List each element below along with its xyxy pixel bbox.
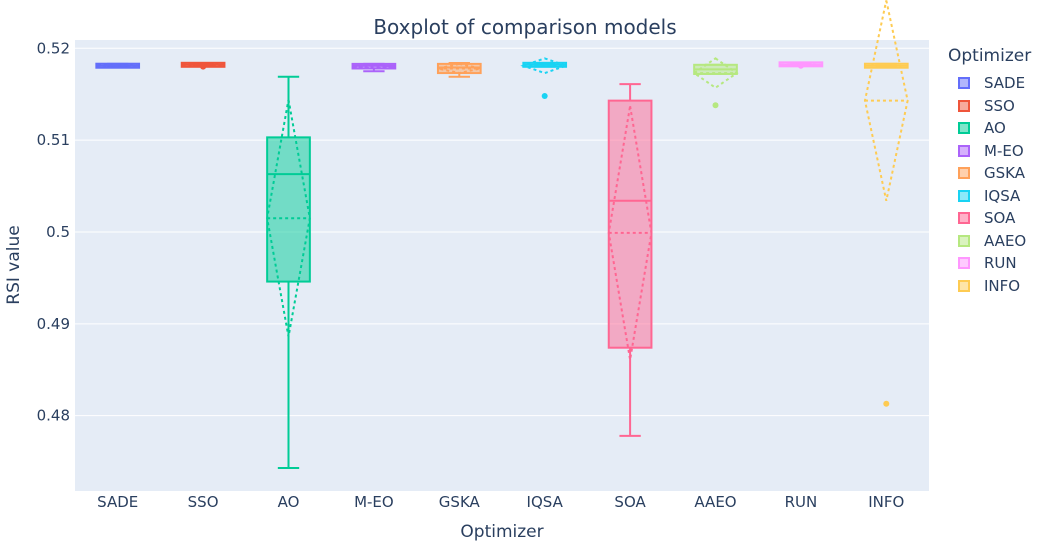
y-tick-label: 0.48 bbox=[37, 407, 70, 425]
box-gska bbox=[436, 61, 482, 78]
legend-swatch bbox=[958, 167, 970, 180]
box-run bbox=[778, 61, 824, 69]
chart-title: Boxplot of comparison models bbox=[373, 15, 676, 39]
y-tick-label: 0.51 bbox=[37, 131, 70, 149]
y-tick-label: 0.49 bbox=[37, 315, 70, 333]
legend: Optimizer SADE SSO AO M-EO GSKA IQSA SOA AAEO RU… bbox=[948, 46, 1031, 297]
y-axis-label: RSI value bbox=[4, 225, 24, 304]
box-ao bbox=[266, 75, 311, 470]
box-aaeo bbox=[692, 57, 739, 109]
legend-label: SADE bbox=[984, 74, 1026, 93]
legend-label: GSKA bbox=[984, 164, 1025, 183]
x-tick-label: RUN bbox=[785, 493, 818, 511]
outlier-point bbox=[883, 400, 890, 407]
legend-label: AAEO bbox=[984, 231, 1027, 250]
y-tick-label: 0.5 bbox=[46, 223, 70, 241]
legend-item[interactable]: SOA bbox=[948, 207, 1031, 230]
sd-diamond bbox=[266, 99, 311, 337]
box-sade bbox=[95, 62, 141, 69]
sd-diamond bbox=[607, 105, 653, 360]
x-tick-label: SOA bbox=[614, 493, 646, 511]
legend-item[interactable]: SSO bbox=[948, 95, 1031, 118]
legend-items: SADE SSO AO M-EO GSKA IQSA SOA AAEO RUN INFO bbox=[948, 72, 1031, 297]
box-info bbox=[863, 0, 909, 407]
box-soa bbox=[607, 83, 653, 437]
y-axis-ticks: 0.48 0.49 0.5 0.51 0.52 bbox=[37, 39, 70, 424]
sd-diamond bbox=[692, 57, 739, 89]
box-series bbox=[95, 0, 909, 470]
sd-diamond bbox=[863, 0, 909, 201]
legend-label: AO bbox=[984, 119, 1006, 138]
outlier-point bbox=[797, 62, 804, 69]
grid-lines bbox=[75, 47, 929, 417]
legend-item[interactable]: AO bbox=[948, 117, 1031, 140]
legend-label: SSO bbox=[984, 96, 1015, 115]
x-axis-label: Optimizer bbox=[460, 522, 543, 542]
legend-item[interactable]: SADE bbox=[948, 72, 1031, 95]
legend-item[interactable]: INFO bbox=[948, 275, 1031, 298]
legend-swatch bbox=[958, 234, 970, 247]
plot-background bbox=[75, 40, 929, 491]
x-tick-label: IQSA bbox=[527, 493, 564, 511]
outlier-point bbox=[541, 93, 548, 100]
x-tick-label: SADE bbox=[97, 493, 138, 511]
sd-diamond bbox=[96, 63, 140, 68]
box-sso bbox=[180, 61, 226, 70]
legend-swatch bbox=[958, 189, 970, 202]
legend-swatch bbox=[958, 212, 970, 225]
legend-label: IQSA bbox=[984, 186, 1021, 205]
x-tick-label: AAEO bbox=[694, 493, 736, 511]
x-tick-label: GSKA bbox=[439, 493, 481, 511]
legend-label: INFO bbox=[984, 276, 1021, 295]
box-iqr bbox=[607, 99, 653, 349]
legend-item[interactable]: GSKA bbox=[948, 162, 1031, 185]
box-m-eo bbox=[351, 62, 397, 73]
legend-swatch bbox=[958, 257, 970, 270]
outlier-point bbox=[200, 63, 207, 70]
legend-swatch bbox=[958, 144, 970, 157]
legend-label: RUN bbox=[984, 254, 1017, 273]
outlier-point bbox=[712, 102, 719, 109]
legend-item[interactable]: RUN bbox=[948, 252, 1031, 275]
legend-swatch bbox=[958, 122, 970, 135]
legend-item[interactable]: IQSA bbox=[948, 185, 1031, 208]
x-tick-label: M-EO bbox=[354, 493, 394, 511]
legend-label: SOA bbox=[984, 209, 1016, 228]
x-tick-label: INFO bbox=[868, 493, 904, 511]
sd-diamond bbox=[437, 62, 481, 75]
legend-label: M-EO bbox=[984, 141, 1024, 160]
legend-item[interactable]: M-EO bbox=[948, 140, 1031, 163]
legend-title: Optimizer bbox=[948, 46, 1032, 66]
legend-item[interactable]: AAEO bbox=[948, 230, 1031, 253]
x-tick-label: SSO bbox=[188, 493, 219, 511]
legend-swatch bbox=[958, 279, 970, 292]
x-axis-ticks: SADE SSO AO M-EO GSKA IQSA SOA AAEO RUN INFO bbox=[97, 493, 904, 511]
box-iqsa bbox=[520, 57, 570, 100]
legend-swatch bbox=[958, 77, 970, 90]
box-iqr bbox=[266, 136, 311, 283]
x-tick-label: AO bbox=[278, 493, 300, 511]
sd-diamond bbox=[352, 63, 396, 70]
legend-swatch bbox=[958, 99, 970, 112]
y-tick-label: 0.52 bbox=[37, 39, 70, 57]
